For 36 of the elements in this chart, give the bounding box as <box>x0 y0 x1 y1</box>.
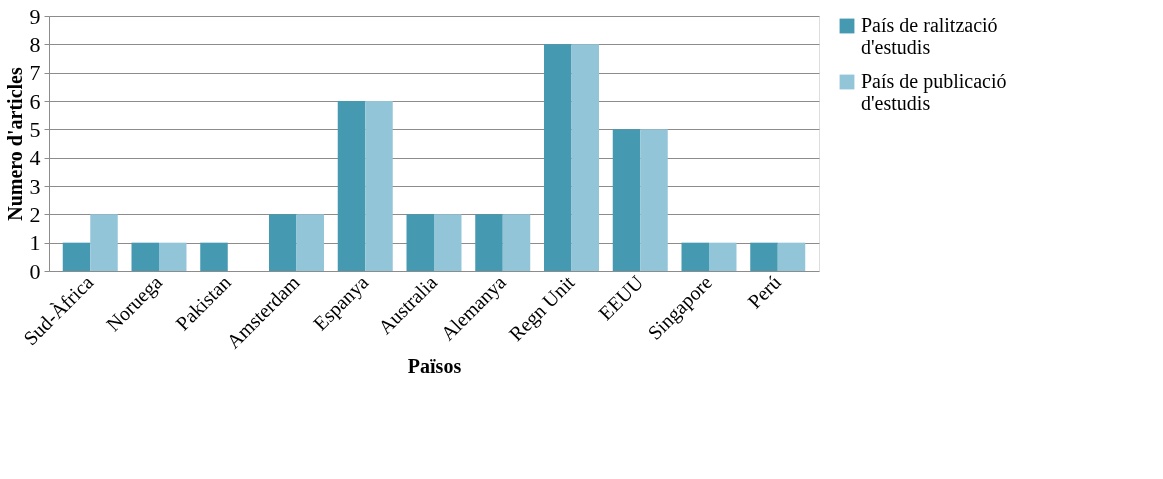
y-tick-label: 2 <box>29 201 41 227</box>
bar <box>750 242 778 271</box>
bar <box>406 214 434 271</box>
x-tick-label: Perú <box>743 271 785 313</box>
y-tick-label: 5 <box>29 116 41 142</box>
bar <box>200 242 228 271</box>
bar <box>640 129 668 271</box>
bar <box>612 129 641 271</box>
bar <box>709 242 737 271</box>
bar <box>544 44 572 271</box>
bar <box>681 242 709 271</box>
bar <box>777 242 806 271</box>
y-axis-title: Numero d'articles <box>3 67 26 221</box>
bar <box>131 242 159 271</box>
y-tick-label: 8 <box>29 31 41 57</box>
y-tick-label: 1 <box>29 230 41 256</box>
y-tick-label: 3 <box>29 173 41 199</box>
y-tick-label: 9 <box>29 3 41 29</box>
y-tick-label: 6 <box>29 88 41 114</box>
legend-label: País de publicació d'estudis <box>861 70 1007 114</box>
bar <box>296 214 324 271</box>
bar <box>365 101 393 271</box>
bar <box>502 214 531 271</box>
legend-label: País de ralització d'estudis <box>861 14 998 58</box>
bar <box>337 101 366 271</box>
bar <box>62 242 91 271</box>
bar <box>90 214 118 271</box>
bar <box>159 242 187 271</box>
y-tick-label: 0 <box>29 258 41 284</box>
bar <box>475 214 503 271</box>
x-axis-title: Països <box>407 354 462 377</box>
bar <box>571 44 599 271</box>
y-tick-label: 4 <box>29 145 41 171</box>
bar <box>434 214 462 271</box>
bar <box>269 214 297 271</box>
y-tick-label: 7 <box>29 60 41 86</box>
